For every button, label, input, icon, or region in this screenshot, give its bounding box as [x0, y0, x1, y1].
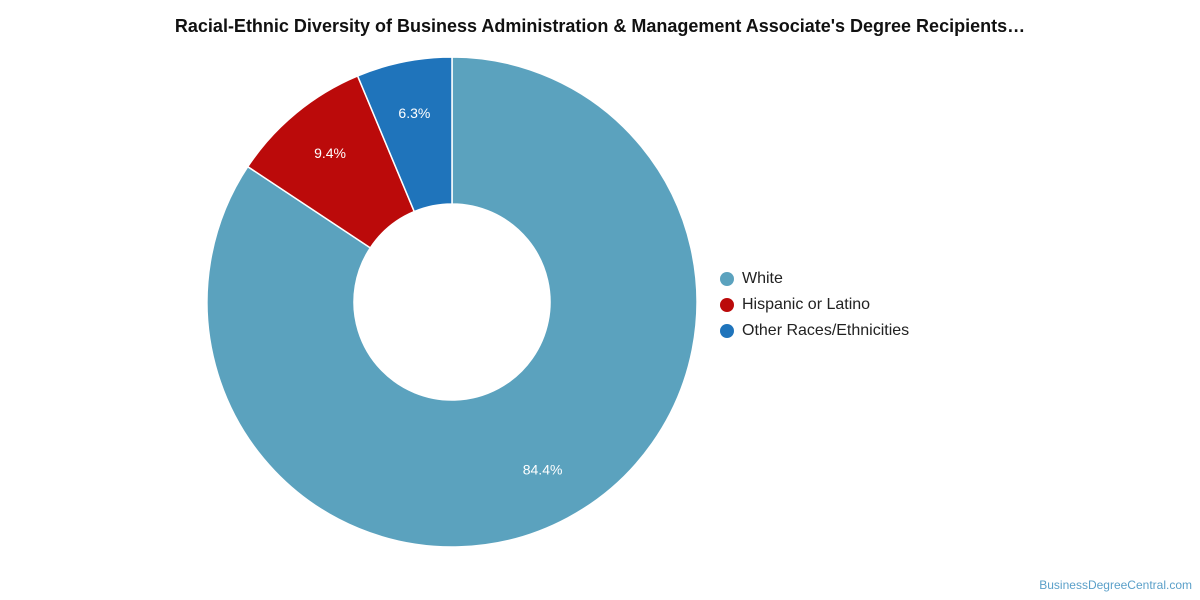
legend-label-white: White [742, 270, 783, 287]
source-credit[interactable]: BusinessDegreeCentral.com [1039, 578, 1192, 592]
slice-label-white: 84.4% [523, 461, 563, 477]
slice-other-races[interactable] [356, 56, 453, 213]
chart-title: Racial-Ethnic Diversity of Business Admi… [174, 16, 1026, 36]
legend-swatch-other-races [720, 324, 734, 338]
slice-label-hispanic-or-latino: 9.4% [314, 145, 346, 161]
legend-item-hispanic-or-latino[interactable]: Hispanic or Latino [720, 292, 909, 318]
legend-label-other-races: Other Races/Ethnicities [742, 322, 910, 339]
slice-white[interactable] [206, 56, 698, 548]
legend: White Hispanic or Latino Other Races/Eth… [720, 266, 909, 344]
legend-swatch-white [720, 272, 734, 286]
slice-label-other-races: 6.3% [398, 105, 430, 121]
legend-swatch-hispanic-or-latino [720, 298, 734, 312]
legend-item-other-races[interactable]: Other Races/Ethnicities [720, 318, 909, 344]
legend-label-hispanic-or-latino: Hispanic or Latino [742, 296, 871, 313]
legend-item-white[interactable]: White [720, 266, 909, 292]
